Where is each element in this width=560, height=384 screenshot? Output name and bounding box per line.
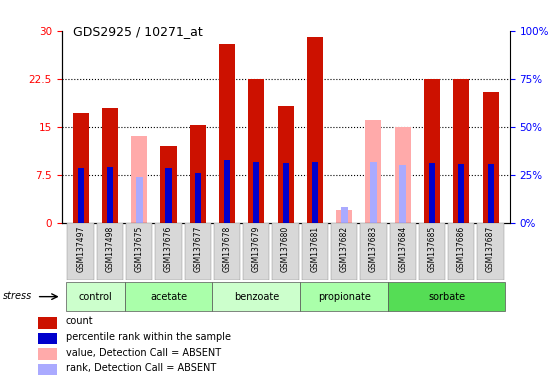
Bar [190, 125, 206, 223]
Text: sorbate: sorbate [428, 291, 465, 302]
Text: GSM137686: GSM137686 [457, 225, 466, 272]
Text: stress: stress [3, 291, 32, 301]
Text: GSM137675: GSM137675 [135, 225, 144, 272]
Bar [160, 146, 176, 223]
FancyBboxPatch shape [331, 223, 357, 280]
FancyBboxPatch shape [185, 223, 211, 280]
Text: GSM137680: GSM137680 [281, 225, 290, 272]
Text: GSM137684: GSM137684 [398, 225, 407, 272]
Bar [248, 79, 264, 223]
Text: GSM137497: GSM137497 [76, 225, 85, 272]
FancyBboxPatch shape [302, 223, 328, 280]
FancyBboxPatch shape [360, 223, 386, 280]
Text: percentile rank within the sample: percentile rank within the sample [66, 332, 231, 342]
Text: GSM137676: GSM137676 [164, 225, 173, 272]
FancyBboxPatch shape [214, 223, 240, 280]
Bar [399, 165, 407, 223]
FancyBboxPatch shape [126, 223, 152, 280]
Bar [253, 162, 259, 223]
Bar [283, 163, 288, 223]
Text: GSM137687: GSM137687 [486, 225, 495, 272]
FancyBboxPatch shape [67, 223, 94, 280]
Bar [488, 164, 493, 223]
Bar [370, 162, 377, 223]
Text: GSM137683: GSM137683 [369, 225, 378, 272]
Text: GSM137681: GSM137681 [310, 225, 319, 272]
FancyBboxPatch shape [390, 223, 416, 280]
Bar [195, 173, 201, 223]
Bar [219, 43, 235, 223]
Text: acetate: acetate [150, 291, 187, 302]
Bar [458, 164, 464, 223]
FancyBboxPatch shape [448, 223, 474, 280]
Bar [453, 79, 469, 223]
Bar [312, 162, 318, 223]
Text: control: control [78, 291, 112, 302]
Bar [340, 207, 348, 223]
Bar [38, 364, 57, 376]
Bar [336, 210, 352, 223]
FancyBboxPatch shape [272, 223, 299, 280]
Bar [365, 120, 381, 223]
Bar [278, 106, 293, 223]
Bar [78, 168, 83, 223]
Bar [38, 349, 57, 360]
Text: GSM137679: GSM137679 [252, 225, 261, 272]
Bar [102, 108, 118, 223]
Bar [429, 163, 435, 223]
Text: count: count [66, 316, 94, 326]
Text: GSM137678: GSM137678 [222, 225, 231, 272]
Text: propionate: propionate [318, 291, 371, 302]
FancyBboxPatch shape [419, 223, 445, 280]
Bar [424, 79, 440, 223]
Bar [307, 37, 323, 223]
FancyBboxPatch shape [388, 282, 505, 311]
Text: benzoate: benzoate [234, 291, 279, 302]
Text: GDS2925 / 10271_at: GDS2925 / 10271_at [73, 25, 203, 38]
Text: GSM137498: GSM137498 [105, 225, 114, 272]
FancyBboxPatch shape [124, 282, 212, 311]
Text: GSM137682: GSM137682 [340, 225, 349, 272]
FancyBboxPatch shape [243, 223, 269, 280]
Bar [165, 168, 171, 223]
Text: GSM137685: GSM137685 [427, 225, 436, 272]
Bar [73, 113, 88, 223]
Bar [38, 317, 57, 329]
FancyBboxPatch shape [66, 282, 124, 311]
Bar [136, 177, 143, 223]
Bar [38, 333, 57, 344]
Bar [224, 160, 230, 223]
Text: GSM137677: GSM137677 [193, 225, 202, 272]
Bar [483, 91, 498, 223]
Text: rank, Detection Call = ABSENT: rank, Detection Call = ABSENT [66, 363, 216, 373]
FancyBboxPatch shape [300, 282, 388, 311]
Bar [107, 167, 113, 223]
Text: value, Detection Call = ABSENT: value, Detection Call = ABSENT [66, 348, 221, 358]
FancyBboxPatch shape [477, 223, 504, 280]
FancyBboxPatch shape [155, 223, 181, 280]
FancyBboxPatch shape [97, 223, 123, 280]
FancyBboxPatch shape [212, 282, 300, 311]
Bar [131, 136, 147, 223]
Bar [395, 127, 411, 223]
